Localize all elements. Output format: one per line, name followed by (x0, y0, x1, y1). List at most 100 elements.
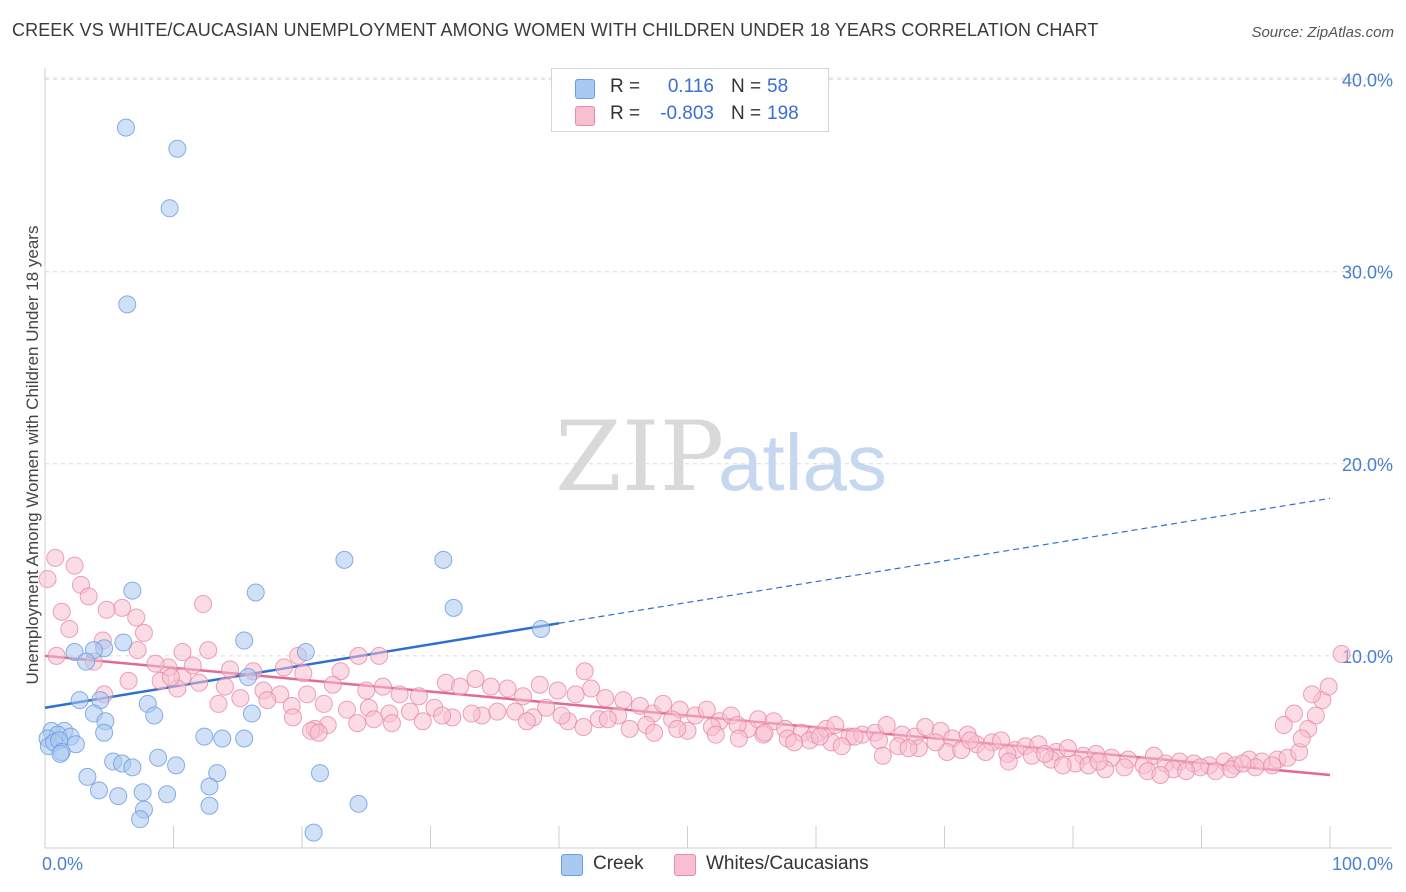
whites-point (275, 658, 294, 677)
creek-point (123, 758, 142, 777)
creek-point (145, 706, 164, 725)
n-value: 58 (767, 76, 789, 97)
whites-point (194, 595, 213, 614)
legend-row-whites: R = -0.803 N = 198 (552, 100, 828, 128)
whites-point (309, 723, 328, 742)
whites-point (1035, 744, 1054, 763)
whites-point (451, 677, 470, 696)
whites-point (845, 727, 864, 746)
whites-point (1319, 677, 1338, 696)
whites-point (514, 687, 533, 706)
whites-point (537, 698, 556, 717)
whites-point (810, 727, 829, 746)
whites-point (46, 548, 65, 567)
whites-point (1115, 758, 1134, 777)
whites-point (645, 723, 664, 742)
whites-point (349, 646, 368, 665)
whites-swatch (575, 106, 595, 126)
creek-point (116, 118, 135, 137)
whites-point (999, 752, 1018, 771)
whites-point (314, 694, 333, 713)
whites-point (697, 700, 716, 719)
whites-point (258, 691, 277, 710)
creek-point (149, 748, 168, 767)
whites-point (1058, 739, 1077, 758)
whites-point (215, 677, 234, 696)
r-value: -0.803 (660, 103, 714, 124)
whites-point (488, 702, 507, 721)
whites-point (530, 675, 549, 694)
whites-point (60, 620, 79, 639)
correlation-legend: R = 0.116 N = 58 R = -0.803 N = 198 (551, 68, 829, 132)
watermark-zip: ZIP (555, 401, 724, 513)
creek-point (123, 581, 142, 600)
whites-point (119, 671, 138, 690)
whites-point (173, 643, 192, 662)
y-tick-label: 20.0% (1342, 455, 1393, 475)
whites-point (552, 706, 571, 725)
whites-point (976, 742, 995, 761)
x-tick-label: 0.0% (42, 854, 83, 874)
n-value: 198 (767, 103, 799, 124)
whites-point (1263, 756, 1282, 775)
series-legend: Creek Whites/Caucasians (0, 851, 1406, 877)
creek-point (131, 810, 150, 829)
whites-point (517, 712, 536, 731)
legend-row-creek: R = 0.116 N = 58 (552, 73, 828, 101)
whites-point (231, 689, 250, 708)
creek-point (160, 199, 179, 218)
whites-point (877, 716, 896, 735)
creek-point (242, 704, 261, 723)
creek-point (77, 652, 96, 671)
creek-point (349, 794, 368, 813)
whites-point (38, 570, 57, 589)
creek-point (310, 764, 329, 783)
whites-point (370, 646, 389, 665)
whites-point (706, 725, 725, 744)
r-label: R = (610, 76, 641, 97)
creek-point (200, 796, 219, 815)
whites-point (1303, 685, 1322, 704)
legend-label-whites: Whites/Caucasians (706, 853, 869, 874)
whites-point (1089, 752, 1108, 771)
axes (44, 68, 1392, 849)
gridlines (45, 77, 1392, 657)
x-tick-label: 100.0% (1332, 854, 1393, 874)
whites-point (161, 668, 180, 687)
n-label: N = (731, 103, 762, 124)
n-label: N = (731, 76, 762, 97)
whites-point (654, 694, 673, 713)
whites-point (400, 702, 419, 721)
whites-point (128, 641, 147, 660)
whites-point (413, 712, 432, 731)
whites-point (1053, 756, 1072, 775)
whites-point (729, 729, 748, 748)
creek-point (167, 756, 186, 775)
creek-point (158, 785, 177, 804)
whites-point (1206, 762, 1225, 781)
whites-point (382, 714, 401, 733)
whites-point (506, 702, 525, 721)
chart-title: CREEK VS WHITE/CAUCASIAN UNEMPLOYMENT AM… (12, 20, 1099, 40)
whites-point (1274, 716, 1293, 735)
whites-point (331, 662, 350, 681)
whites-point (755, 723, 774, 742)
y-tick-label: 30.0% (1342, 263, 1393, 283)
whites-point (596, 689, 615, 708)
whites-point (548, 681, 567, 700)
source-note: Source: ZipAtlas.com (1251, 24, 1394, 41)
creek-point (133, 783, 152, 802)
creek-trend-extension (558, 497, 1331, 624)
whites-point (199, 641, 218, 660)
whites-point (294, 664, 313, 683)
creek-point (65, 643, 84, 662)
whites-point (146, 654, 165, 673)
creek-point (70, 691, 89, 710)
whites-point (832, 737, 851, 756)
creek-point (213, 729, 232, 748)
creek-point (200, 777, 219, 796)
whites-point (899, 739, 918, 758)
whites-point (65, 556, 84, 575)
y-tick-label: 10.0% (1342, 647, 1393, 667)
